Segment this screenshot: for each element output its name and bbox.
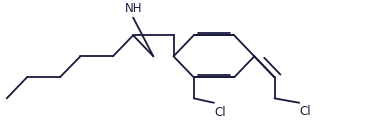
Text: NH: NH xyxy=(125,2,142,15)
Text: Cl: Cl xyxy=(214,106,226,119)
Text: Cl: Cl xyxy=(299,105,311,118)
